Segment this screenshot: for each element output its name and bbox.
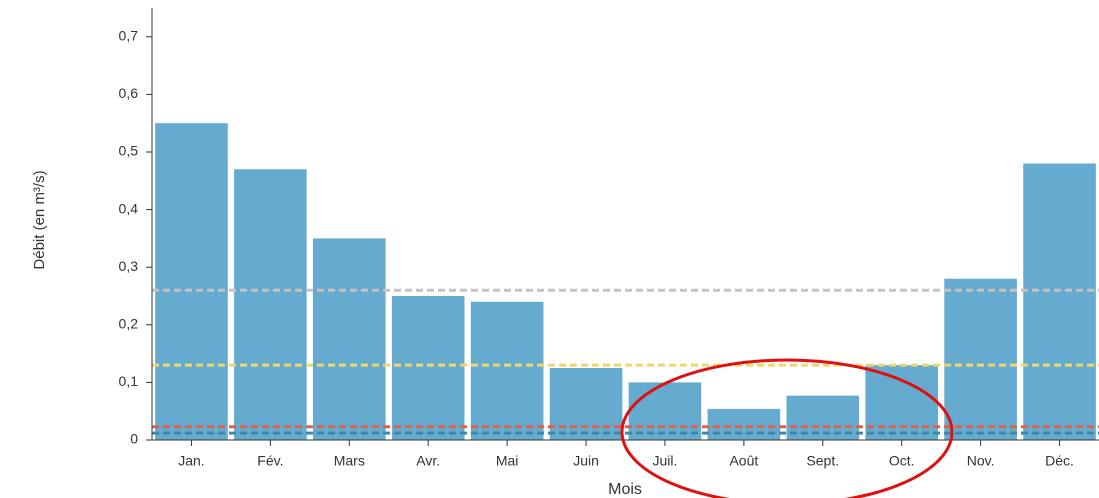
y-tick-label: 0,1 xyxy=(119,373,139,389)
x-tick-label: Nov. xyxy=(967,453,995,469)
x-tick-label: Avr. xyxy=(416,453,440,469)
bar xyxy=(1023,163,1096,440)
bar xyxy=(234,169,307,440)
x-axis-label: Mois xyxy=(608,481,642,498)
x-tick-label: Juil. xyxy=(653,453,678,469)
bar xyxy=(312,238,386,440)
x-tick-label: Août xyxy=(729,453,758,469)
y-tick-label: 0,3 xyxy=(119,258,139,274)
bar xyxy=(391,296,465,440)
y-tick-label: 0,4 xyxy=(119,200,139,216)
x-tick-label: Mai xyxy=(496,453,519,469)
x-tick-label: Oct. xyxy=(889,453,915,469)
x-tick-label: Jan. xyxy=(178,453,204,469)
bar xyxy=(155,123,228,440)
x-tick-label: Déc. xyxy=(1045,453,1074,469)
y-tick-label: 0 xyxy=(130,431,138,447)
y-tick-label: 0,2 xyxy=(119,316,139,332)
y-tick-label: 0,7 xyxy=(119,28,139,44)
bar xyxy=(944,278,1017,440)
highlight-ellipse xyxy=(620,358,954,498)
bar xyxy=(628,382,702,440)
x-tick-label: Juin xyxy=(573,453,599,469)
plot: 0 0,1 0,2 0,3 0,4 0,5 0,6 0,7 Jan. Fév. Mars Avr. Ma… xyxy=(119,8,1099,469)
y-axis-label: Débit (en m³/s) xyxy=(31,170,48,269)
y-tick-label: 0,5 xyxy=(119,143,139,159)
bar xyxy=(470,301,544,440)
x-tick-label: Fév. xyxy=(257,453,283,469)
bar xyxy=(707,408,781,440)
bar xyxy=(549,368,623,440)
x-tick-label: Sept. xyxy=(806,453,839,469)
x-tick-label: Mars xyxy=(334,453,365,469)
bar xyxy=(865,365,939,440)
y-tick-label: 0,6 xyxy=(119,85,139,101)
